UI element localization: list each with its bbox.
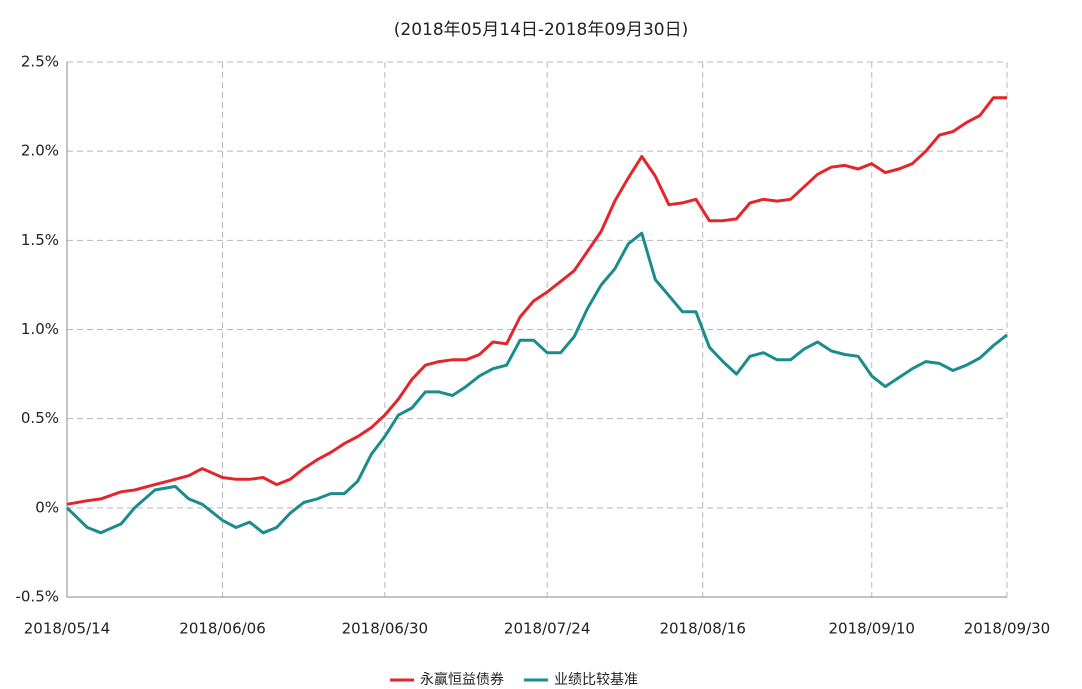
y-tick-label: 1.0%	[21, 320, 59, 338]
x-tick-label: 2018/09/30	[964, 620, 1050, 638]
legend-label: 永赢恒益债券	[420, 671, 504, 688]
legend-label: 业绩比较基准	[554, 671, 638, 688]
x-tick-label: 2018/08/16	[659, 620, 745, 638]
y-tick-label: 0.5%	[21, 409, 59, 427]
y-tick-label: -0.5%	[15, 588, 59, 606]
series-line	[65, 231, 1008, 535]
chart-title: (2018年05月14日-2018年09月30日)	[394, 20, 688, 40]
x-tick-label: 2018/09/10	[829, 620, 915, 638]
x-tick-label: 2018/05/14	[24, 620, 110, 638]
x-tick-label: 2018/06/06	[179, 620, 265, 638]
y-tick-label: 0%	[35, 498, 59, 516]
y-tick-label: 2.0%	[21, 142, 59, 160]
x-tick-label: 2018/07/24	[504, 620, 590, 638]
y-tick-label: 1.5%	[21, 231, 59, 249]
x-tick-label: 2018/06/30	[342, 620, 428, 638]
y-tick-label: 2.5%	[21, 53, 59, 71]
series-line	[66, 96, 1007, 506]
